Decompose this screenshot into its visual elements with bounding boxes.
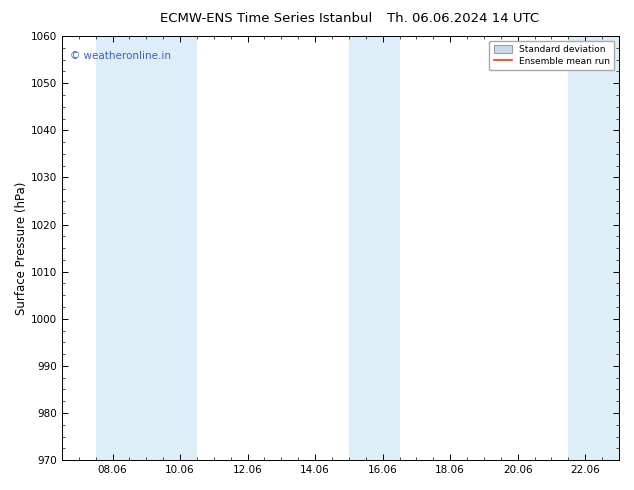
Bar: [349, 36, 374, 460]
Bar: [96, 36, 146, 460]
Text: Th. 06.06.2024 14 UTC: Th. 06.06.2024 14 UTC: [387, 12, 539, 25]
Bar: [593, 36, 619, 460]
Text: ECMW-ENS Time Series Istanbul: ECMW-ENS Time Series Istanbul: [160, 12, 372, 25]
Text: © weatheronline.in: © weatheronline.in: [70, 51, 171, 61]
Legend: Standard deviation, Ensemble mean run: Standard deviation, Ensemble mean run: [489, 41, 614, 71]
Bar: [568, 36, 593, 460]
Bar: [146, 36, 197, 460]
Bar: [374, 36, 399, 460]
Y-axis label: Surface Pressure (hPa): Surface Pressure (hPa): [15, 181, 28, 315]
